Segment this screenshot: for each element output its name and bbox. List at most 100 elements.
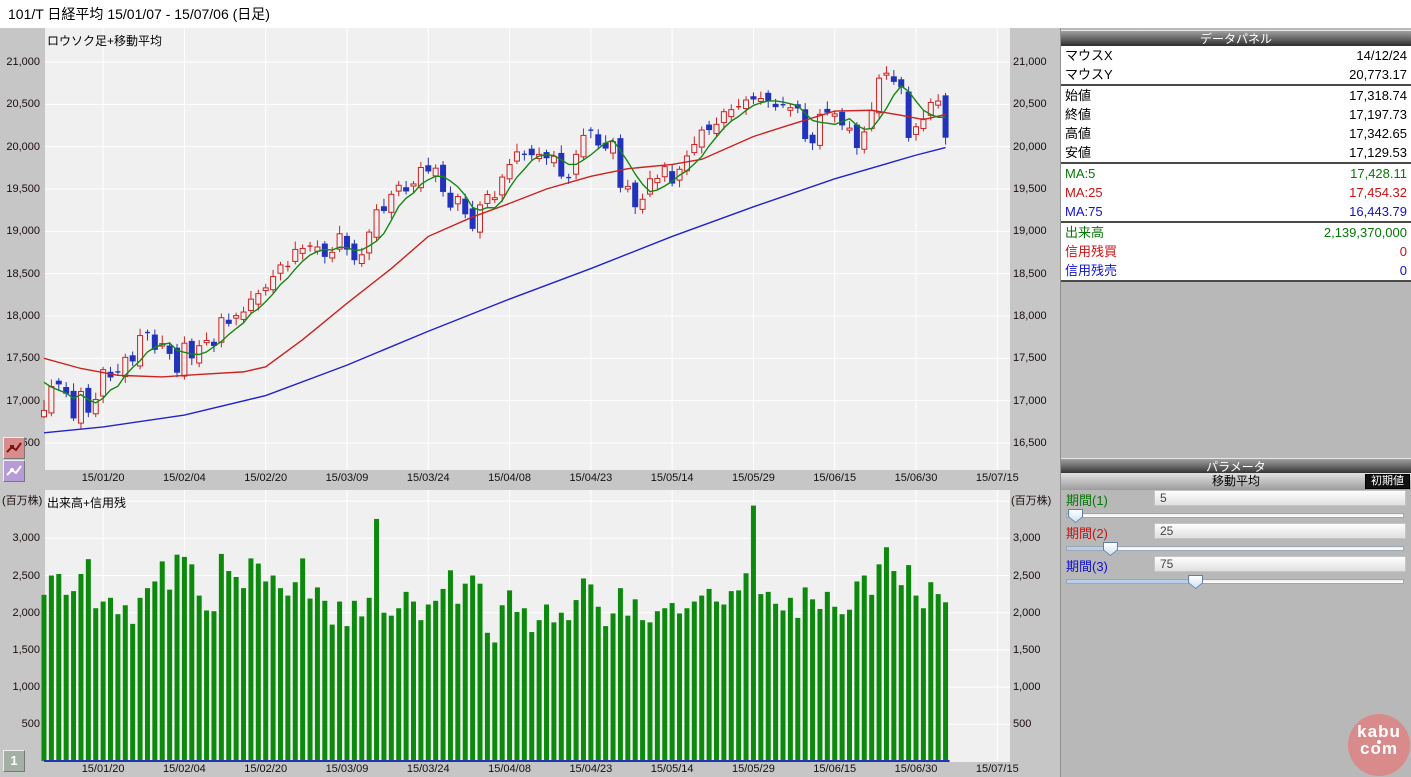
data-panel-row-label: MA:25 [1065, 185, 1103, 200]
volume-bar [713, 601, 719, 761]
margin-balance-zero-line [44, 760, 950, 762]
data-panel-header: データパネル [1061, 30, 1411, 47]
volume-bar [477, 583, 483, 761]
up-candle [691, 143, 698, 154]
slider-thumb[interactable] [1102, 542, 1118, 556]
volume-bar [351, 600, 357, 761]
volume-bar [891, 571, 897, 761]
down-candle [853, 124, 860, 149]
param-value-2[interactable]: 25 [1154, 523, 1406, 539]
logo-dot [1377, 740, 1381, 744]
chart-style-button-2[interactable] [3, 460, 25, 482]
parameter-group-band: 移動平均 初期値 [1061, 473, 1411, 490]
price-y-tick-label: 20,000 [6, 140, 40, 153]
volume-bar [839, 614, 845, 761]
slider-thumb[interactable] [1188, 575, 1204, 589]
slider-track[interactable] [1066, 513, 1404, 518]
line-chart-red-icon [6, 442, 22, 453]
down-candle [225, 319, 232, 324]
up-candle [181, 342, 188, 377]
chart-title: 101/T 日経平均 15/01/07 - 15/07/06 (日足) [0, 0, 1411, 28]
side-panel: データパネル マウスX 14/12/24 マウスY 20,773.17 始値 17,318… [1060, 28, 1411, 777]
volume-bar [935, 594, 941, 761]
up-candle [698, 129, 705, 148]
down-candle [462, 198, 469, 215]
up-candle [816, 113, 823, 146]
data-panel-row: 信用残買 0 [1061, 242, 1411, 261]
data-panel-row-label: 終値 [1065, 107, 1092, 122]
volume-bar [381, 612, 387, 761]
slider-track[interactable] [1066, 579, 1404, 584]
param-value-3[interactable]: 75 [1154, 556, 1406, 572]
price-x-axis: 15/01/20 15/02/04 15/02/20 15/03/09 15/03/24… [0, 470, 1060, 490]
data-panel-row-value: 17,342.65 [1349, 126, 1407, 141]
volume-bar [322, 600, 328, 761]
x-axis-date-label: 15/04/08 [488, 472, 531, 484]
volume-bar [654, 611, 660, 761]
reset-defaults-button[interactable]: 初期値 [1365, 474, 1410, 489]
volume-bar [204, 610, 210, 761]
volume-chart-canvas[interactable] [0, 490, 1060, 762]
volume-bar [773, 603, 779, 761]
volume-y-tick-label: 2,000 [1013, 606, 1041, 619]
volume-bar [558, 612, 564, 761]
volume-bar [440, 588, 446, 761]
volume-y-tick-label: 2,000 [12, 606, 40, 619]
price-chart-canvas[interactable] [0, 28, 1060, 470]
volume-bar [898, 585, 904, 761]
data-panel-row: MA:5 17,428.11 [1061, 164, 1411, 183]
slider-track[interactable] [1066, 546, 1404, 551]
up-candle [336, 233, 343, 250]
volume-bar [462, 583, 468, 761]
param-slider-2[interactable] [1066, 542, 1404, 557]
slider-fill [1067, 547, 1110, 550]
volume-bar [174, 554, 180, 761]
volume-unit-label-left: (百万株) [2, 495, 43, 507]
param-slider-3[interactable] [1066, 575, 1404, 590]
x-axis-date-label: 15/02/20 [244, 763, 288, 775]
volume-y-tick-label: 2,500 [1013, 569, 1041, 582]
kabu-com-logo: kabu com [1348, 714, 1410, 776]
x-axis-date-label: 15/03/24 [406, 763, 450, 775]
volume-bar [122, 605, 128, 761]
pane-select-button[interactable]: 1 [3, 750, 25, 772]
volume-chart[interactable]: (百万株) (百万株) 出来高+信用残 3,000 3,000 2,500 2,500… [0, 490, 1060, 762]
volume-y-tick-label: 500 [21, 718, 40, 731]
slider-thumb[interactable] [1068, 509, 1084, 523]
data-panel-title: データパネル [1199, 32, 1272, 46]
up-candle [41, 409, 47, 418]
down-candle [942, 95, 949, 138]
down-candle [617, 138, 624, 188]
slider-thumb-face [1069, 510, 1083, 522]
price-chart[interactable]: ロウソク足+移動平均 21,000 21,000 20,500 20,500 20,00… [0, 28, 1060, 470]
down-candle [706, 124, 713, 131]
param-slider-1[interactable] [1066, 509, 1404, 524]
up-candle [388, 193, 395, 213]
volume-bar [167, 589, 173, 761]
volume-bar [603, 626, 609, 761]
price-y-tick-label: 18,500 [1013, 267, 1047, 280]
volume-bar [108, 597, 114, 761]
volume-bar [144, 588, 150, 761]
data-panel-row: 高値 17,342.65 [1061, 124, 1411, 143]
volume-bar [580, 578, 586, 761]
chart-style-button-1[interactable] [3, 437, 25, 459]
volume-bar [699, 595, 705, 761]
x-axis-date-label: 15/03/24 [406, 472, 450, 484]
price-y-tick-label: 20,000 [1013, 140, 1047, 153]
data-panel-row-label: 高値 [1065, 126, 1092, 141]
volume-bar [233, 576, 239, 761]
x-axis-date-label: 15/04/08 [488, 763, 531, 775]
up-candle [477, 204, 484, 233]
down-candle [70, 390, 77, 419]
param-value-1[interactable]: 5 [1154, 490, 1406, 506]
up-candle [373, 209, 380, 238]
volume-bar [876, 564, 882, 761]
volume-bar [640, 620, 646, 761]
volume-bar [536, 620, 542, 761]
up-candle [48, 386, 55, 414]
down-candle [210, 341, 217, 346]
volume-bar [750, 505, 756, 761]
price-y-tick-label: 21,000 [1013, 56, 1047, 68]
volume-bar [802, 587, 808, 761]
